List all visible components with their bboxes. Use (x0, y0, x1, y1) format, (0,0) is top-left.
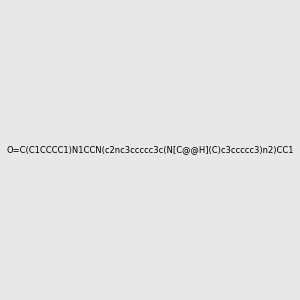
Text: O=C(C1CCCC1)N1CCN(c2nc3ccccc3c(N[C@@H](C)c3ccccc3)n2)CC1: O=C(C1CCCC1)N1CCN(c2nc3ccccc3c(N[C@@H](C… (6, 146, 294, 154)
